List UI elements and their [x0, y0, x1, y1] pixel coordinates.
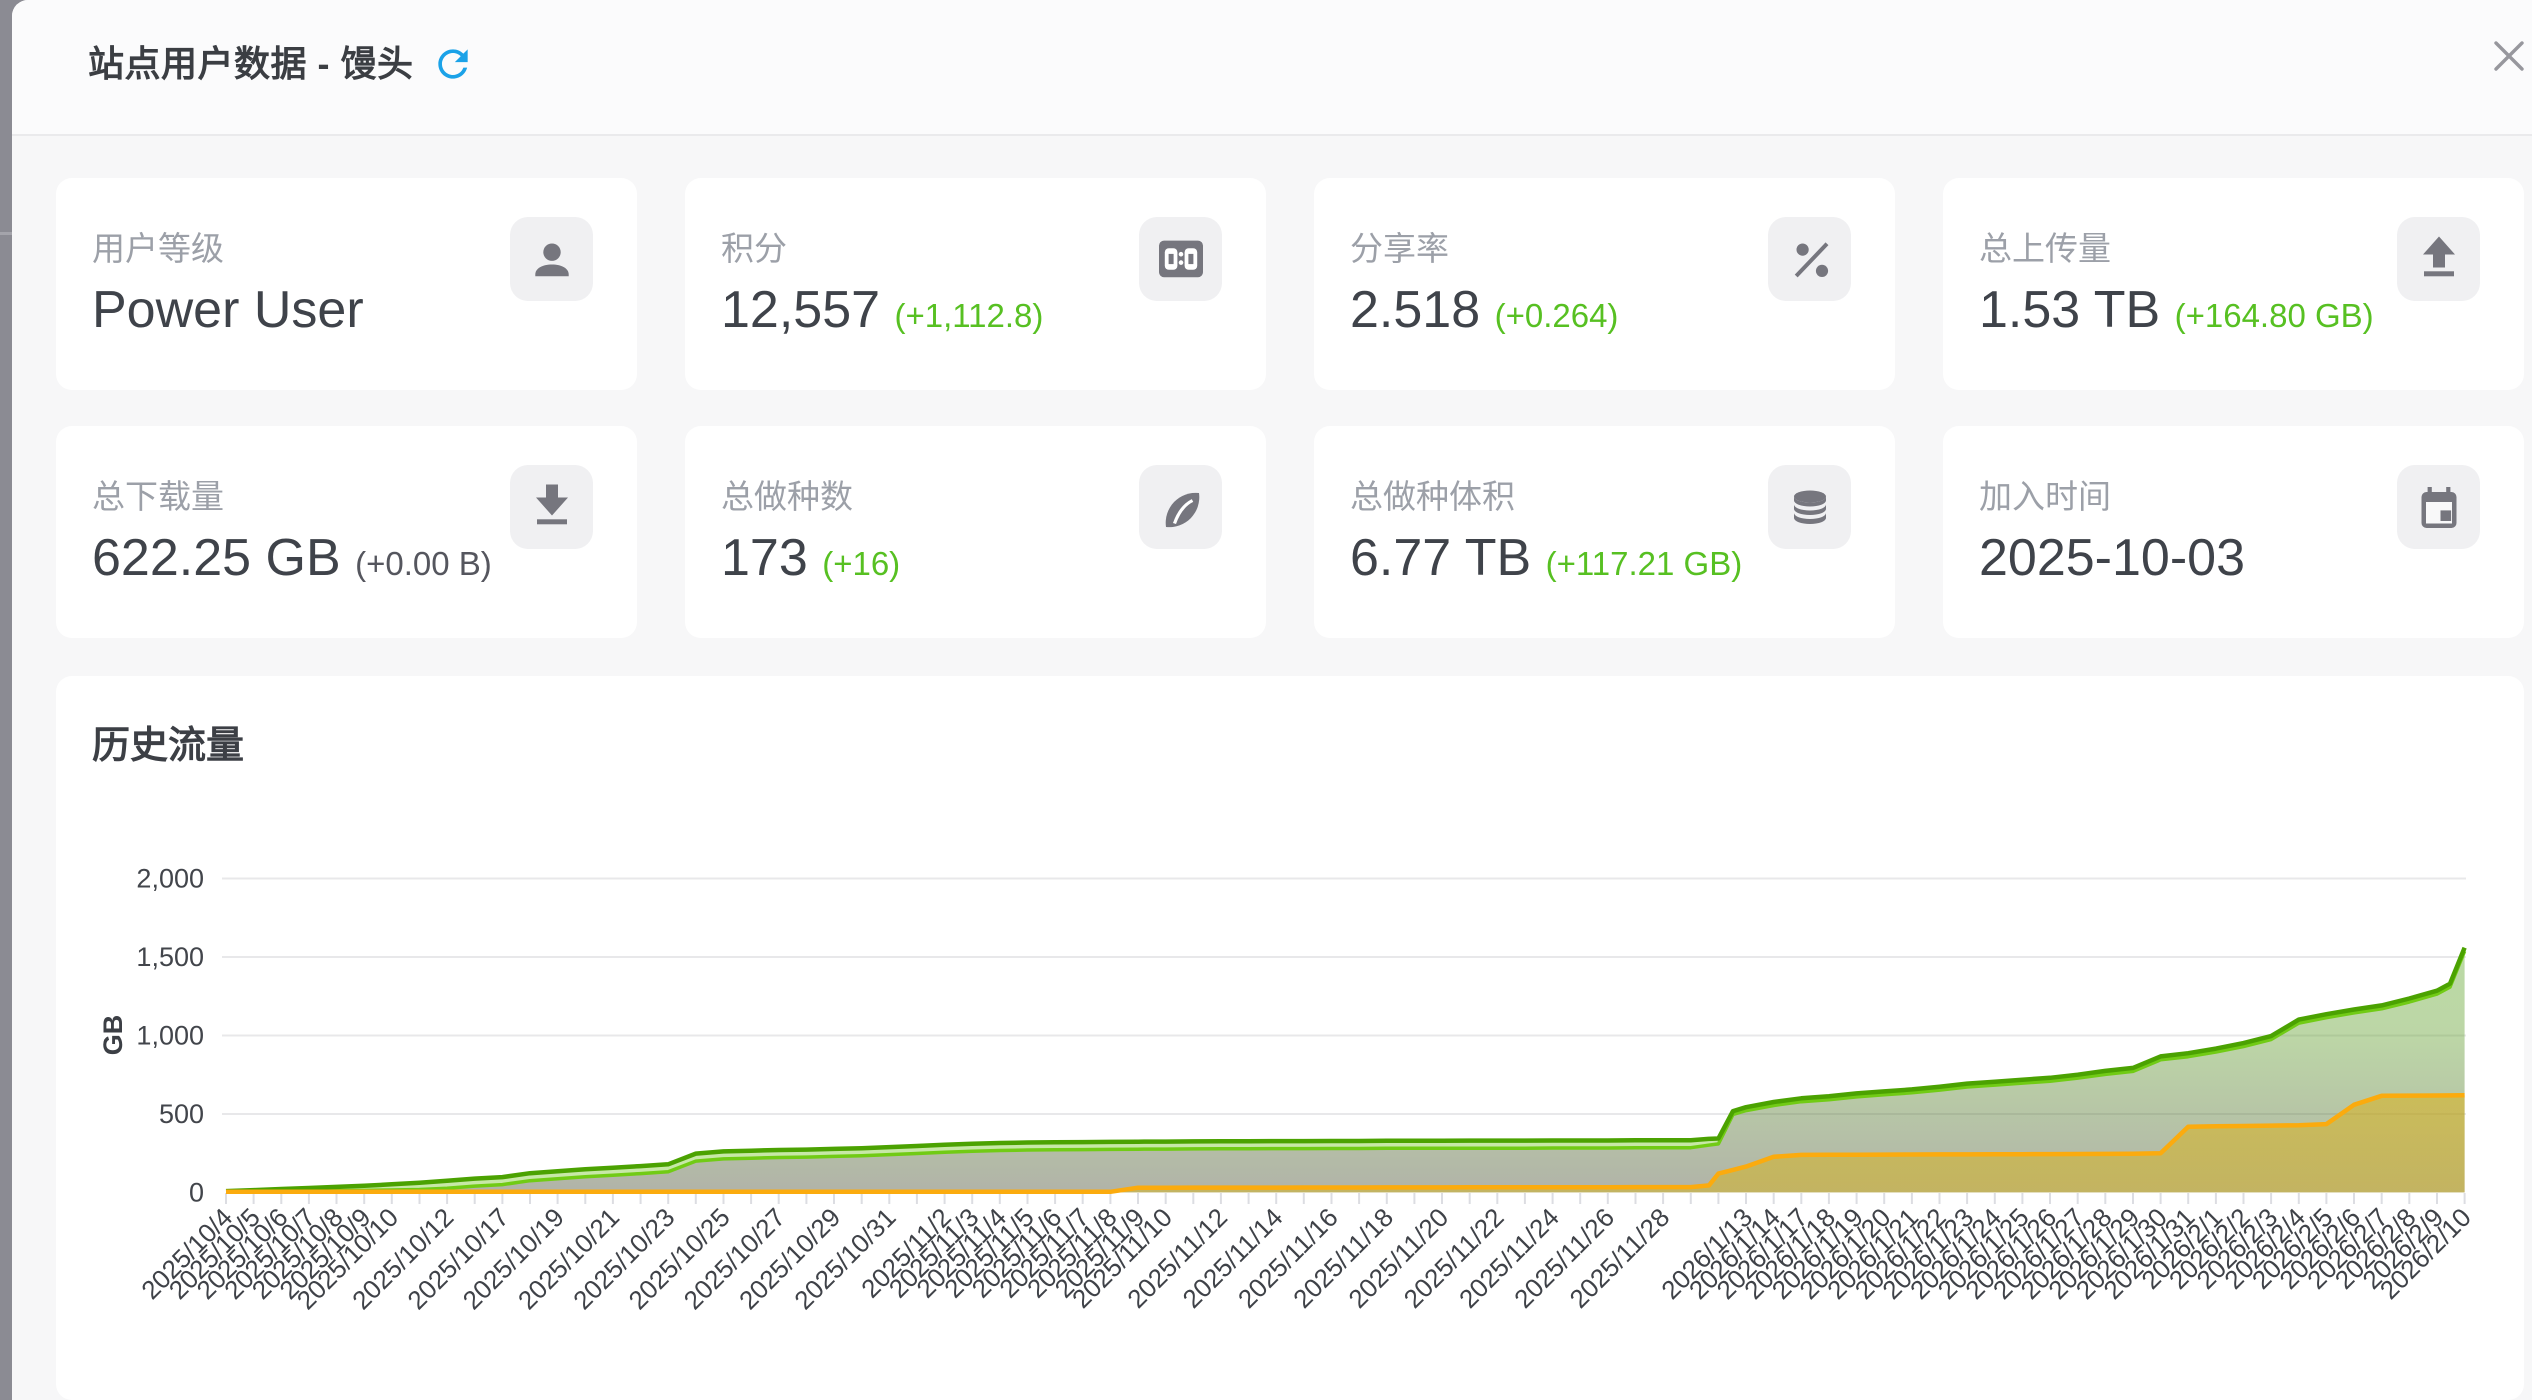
svg-text:500: 500 [159, 1099, 204, 1129]
svg-text:0: 0 [189, 1178, 204, 1208]
svg-text:2,000: 2,000 [136, 864, 204, 894]
svg-text:1,500: 1,500 [136, 942, 204, 972]
svg-text:1,000: 1,000 [136, 1021, 204, 1051]
svg-text:GB: GB [98, 1015, 128, 1056]
